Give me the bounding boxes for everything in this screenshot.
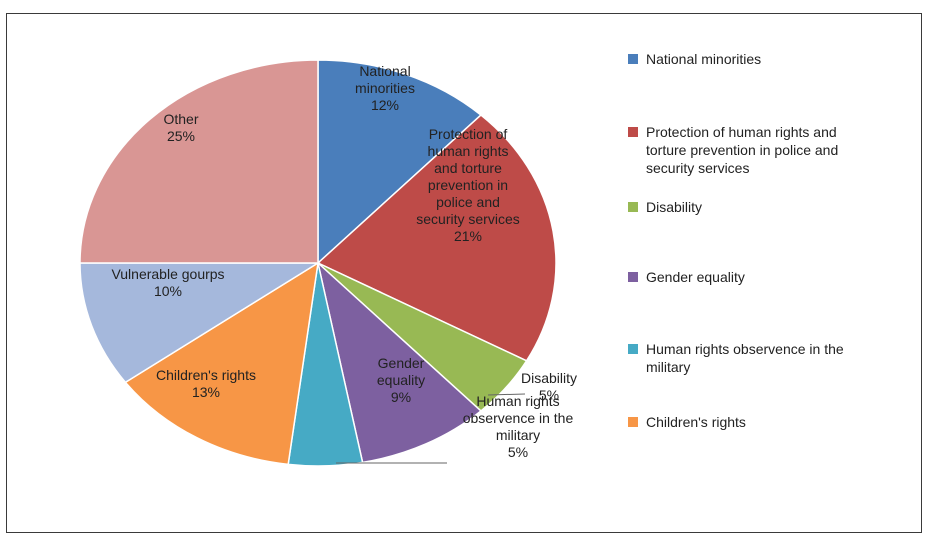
- slice-data-label: Vulnerable gourps 10%: [111, 266, 224, 300]
- slice-label-line: prevention in: [427, 176, 509, 193]
- slice-label-line: observence in the: [462, 410, 574, 426]
- legend-label-line: National minorities: [646, 51, 762, 67]
- slice-label-line: Children's rights: [156, 367, 256, 383]
- slice-label-line: 5%: [507, 444, 529, 460]
- legend-swatch: [628, 54, 638, 64]
- pie-slice: [79, 59, 319, 264]
- slice-label-line: equality: [376, 371, 426, 388]
- pie-slice: [316, 114, 557, 362]
- pie-slice: [316, 260, 483, 464]
- legend-label-line: security services: [646, 160, 750, 176]
- slice-data-label: Gender equality 9%: [377, 355, 425, 406]
- slice-label-line: 21%: [453, 227, 483, 244]
- slice-label-line: Disability: [520, 370, 578, 386]
- legend-swatch: [628, 417, 638, 427]
- legend-label-line: military: [646, 359, 691, 375]
- slice-label-line: 13%: [191, 384, 221, 400]
- legend-label-line: torture prevention in police and: [646, 142, 839, 158]
- legend-swatch: [628, 202, 638, 212]
- legend-label-line: Protection of human rights and: [646, 124, 837, 140]
- slice-data-label: Human rights observence in the military 5%: [463, 393, 574, 461]
- legend-swatch: [628, 272, 638, 282]
- slice-data-label: Protection of human rights and torture prev…: [416, 126, 519, 245]
- slice-label-line: 5%: [538, 387, 560, 403]
- slice-data-label: Other 25%: [163, 111, 198, 145]
- slice-label-line: 9%: [390, 388, 412, 405]
- slice-label-line: military: [495, 427, 541, 443]
- slice-label-line: and torture: [434, 159, 502, 176]
- pie-chart: [79, 59, 557, 467]
- slice-label-line: 12%: [370, 96, 400, 113]
- slice-label-line: Human rights: [476, 393, 560, 409]
- pie-slice: [317, 59, 483, 265]
- slice-label-line: Protection of: [428, 125, 508, 142]
- legend-label-line: Children's rights: [646, 414, 746, 430]
- slice-data-label: Children's rights 13%: [156, 367, 256, 401]
- slice-label-line: human rights: [427, 142, 509, 159]
- slice-label-line: Gender: [377, 354, 425, 371]
- legend-label: Protection of human rights and torture pr…: [646, 123, 914, 177]
- slice-label-line: 25%: [166, 128, 196, 144]
- legend-label: Disability: [646, 198, 914, 216]
- legend-label-line: Gender equality: [646, 269, 745, 285]
- legend-label: Gender equality: [646, 268, 914, 286]
- legend-label: National minorities: [646, 50, 914, 68]
- legend-label: Human rights observence in the military: [646, 340, 914, 376]
- slice-label-line: police and: [436, 193, 500, 210]
- legend-label-line: Human rights observence in the: [646, 341, 844, 357]
- leader-line: [487, 393, 526, 396]
- legend-swatch: [628, 127, 638, 137]
- slice-label-line: Vulnerable gourps: [111, 266, 225, 282]
- slice-data-label: Disability 5%: [521, 370, 577, 404]
- slice-label-line: security services: [416, 210, 520, 227]
- legend-label: Children's rights: [646, 413, 914, 431]
- slice-label-line: Other: [163, 111, 199, 127]
- pie-slice: [79, 262, 321, 384]
- slice-data-label: National minorities 12%: [355, 63, 415, 114]
- legend-swatch: [628, 344, 638, 354]
- legend-label-line: Disability: [646, 199, 703, 215]
- slice-label-line: National: [359, 62, 411, 79]
- slice-label-line: minorities: [355, 79, 415, 96]
- pie-slice: [124, 261, 319, 466]
- slice-label-line: 10%: [153, 283, 183, 299]
